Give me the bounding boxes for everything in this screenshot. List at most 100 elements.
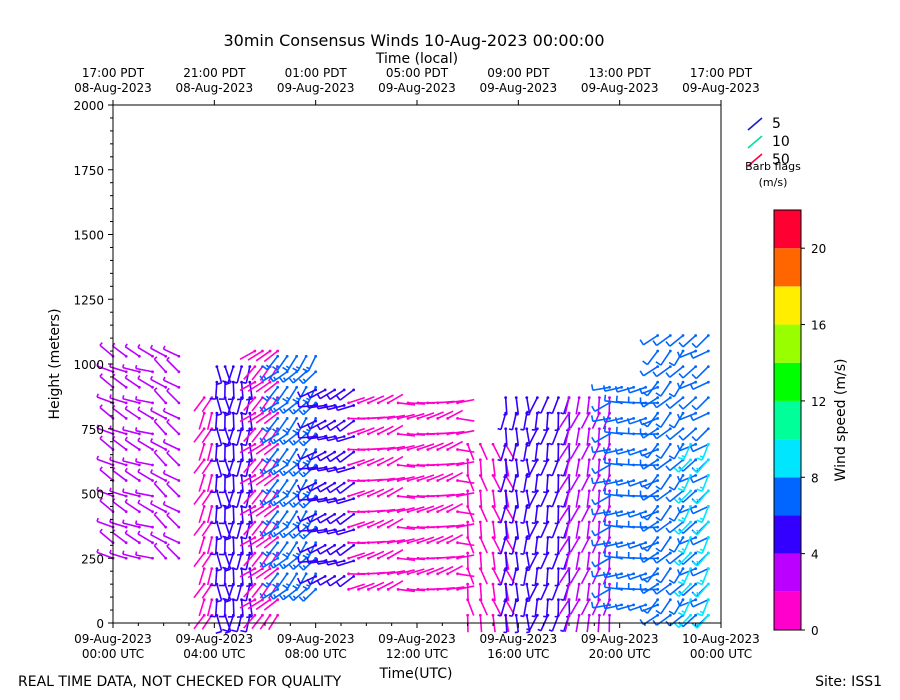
barb-staff bbox=[559, 474, 570, 491]
barb-dot bbox=[491, 489, 495, 493]
wind-barb bbox=[478, 598, 488, 616]
barb-staff bbox=[240, 444, 244, 462]
barb-staff bbox=[298, 560, 316, 564]
barb-half-flag bbox=[548, 535, 553, 539]
barb-staff bbox=[206, 413, 213, 430]
barb-dot bbox=[514, 396, 518, 400]
barb-flag bbox=[231, 505, 238, 509]
barb-staff bbox=[266, 542, 279, 557]
barb-staff bbox=[263, 474, 279, 487]
barb-staff bbox=[163, 472, 180, 482]
barb-staff bbox=[660, 506, 671, 521]
barb-half-flag bbox=[292, 470, 297, 475]
x-tick-time: 04:00 UTC bbox=[183, 647, 245, 661]
barb-staff bbox=[656, 428, 671, 440]
wind-barb bbox=[124, 343, 141, 358]
barb-staff bbox=[551, 552, 560, 570]
barb-staff bbox=[515, 584, 520, 602]
barb-dot bbox=[608, 572, 611, 576]
barb-dot bbox=[295, 448, 299, 451]
barb-dot bbox=[248, 458, 252, 462]
wind-barb bbox=[334, 528, 356, 536]
barb-half-flag bbox=[677, 529, 682, 533]
wind-barb bbox=[676, 567, 698, 576]
barb-staff bbox=[592, 386, 610, 392]
barb-staff bbox=[701, 568, 710, 585]
wind-barb bbox=[691, 334, 710, 349]
barb-dot bbox=[436, 541, 440, 545]
barb-dot bbox=[456, 556, 459, 560]
barb-dot bbox=[202, 582, 206, 586]
barb-flag bbox=[224, 475, 231, 479]
barb-staff bbox=[515, 552, 520, 571]
barb-staff bbox=[201, 459, 213, 475]
barb-staff bbox=[124, 532, 140, 544]
barb-dot bbox=[620, 603, 623, 607]
barb-staff bbox=[540, 397, 549, 414]
wind-barb bbox=[426, 535, 444, 545]
barb-half-flag bbox=[124, 436, 128, 441]
barb-flag bbox=[692, 499, 698, 505]
wind-barb bbox=[554, 567, 560, 587]
wind-barb bbox=[586, 489, 591, 508]
barb-staff bbox=[251, 490, 264, 505]
wind-barb bbox=[243, 613, 257, 629]
barb-half-flag bbox=[96, 362, 99, 367]
barb-half-flag bbox=[560, 411, 564, 415]
wind-barb bbox=[655, 505, 672, 522]
barb-flag bbox=[292, 553, 299, 559]
barb-half-flag bbox=[137, 499, 141, 504]
barb-dot bbox=[261, 442, 264, 446]
barb-flag bbox=[603, 550, 607, 557]
barb-half-flag bbox=[99, 435, 103, 440]
barb-staff bbox=[479, 599, 488, 616]
wind-barb bbox=[406, 537, 425, 545]
barb-staff bbox=[447, 502, 464, 513]
barb-dot bbox=[656, 536, 660, 539]
barb-dot bbox=[656, 582, 660, 586]
barb-dot bbox=[323, 543, 327, 547]
barb-staff bbox=[437, 565, 454, 575]
barb-dot bbox=[644, 385, 648, 389]
y-tick-label: 0 bbox=[96, 617, 104, 631]
wind-barb bbox=[626, 448, 648, 456]
barb-flag bbox=[215, 475, 222, 479]
barb-flag bbox=[602, 478, 606, 485]
barb-flag bbox=[642, 360, 648, 366]
barb-flag bbox=[282, 491, 289, 496]
wind-barb bbox=[696, 442, 710, 461]
barb-dot bbox=[608, 551, 611, 555]
barb-staff bbox=[201, 490, 213, 506]
wind-barb bbox=[677, 473, 692, 492]
barb-dot bbox=[608, 613, 611, 617]
wind-barb bbox=[376, 518, 394, 529]
barb-dot bbox=[598, 427, 601, 431]
wind-barb bbox=[269, 556, 289, 569]
barb-flag bbox=[246, 553, 253, 556]
barb-staff bbox=[387, 455, 404, 466]
barb-staff bbox=[692, 505, 709, 515]
barb-dot bbox=[276, 442, 280, 446]
barb-dot bbox=[446, 432, 450, 436]
barb-staff bbox=[263, 350, 279, 363]
wind-barb bbox=[626, 479, 648, 487]
barb-dot bbox=[608, 603, 611, 607]
barb-dot bbox=[504, 396, 508, 400]
barb-dot bbox=[276, 494, 280, 498]
wind-barb bbox=[288, 525, 308, 539]
barb-flag bbox=[215, 506, 222, 510]
wind-barb bbox=[137, 437, 154, 451]
barb-flag bbox=[282, 584, 289, 589]
barb-half-flag bbox=[263, 500, 267, 504]
barb-half-flag bbox=[153, 449, 158, 453]
barb-staff bbox=[329, 389, 345, 401]
barb-staff bbox=[99, 437, 114, 451]
barb-dot bbox=[124, 448, 128, 451]
barb-flag bbox=[246, 615, 253, 619]
barb-staff bbox=[263, 505, 279, 518]
barb-dot bbox=[151, 448, 154, 451]
barb-staff bbox=[397, 413, 415, 420]
barb-dot bbox=[367, 510, 370, 514]
barb-dot bbox=[504, 613, 508, 617]
barb-staff bbox=[568, 475, 571, 493]
